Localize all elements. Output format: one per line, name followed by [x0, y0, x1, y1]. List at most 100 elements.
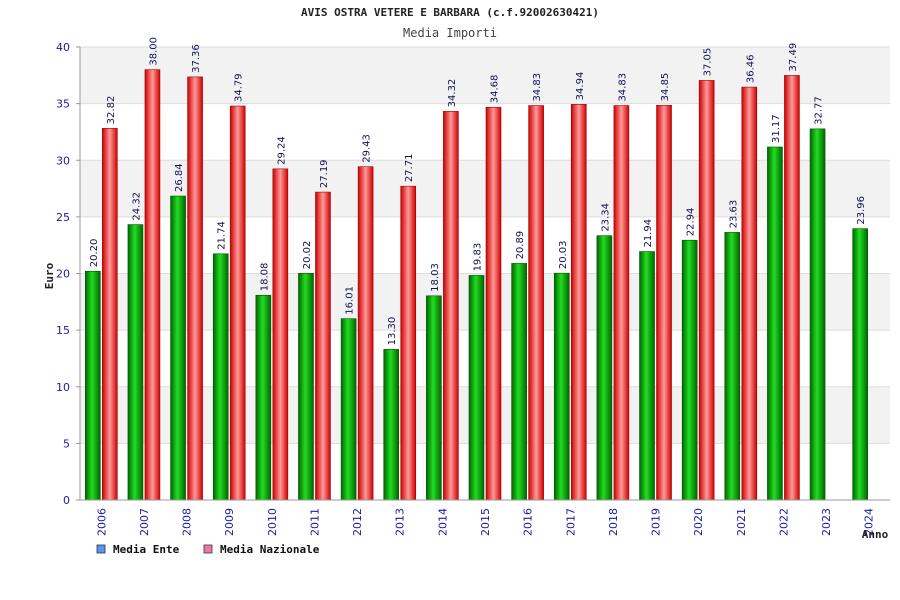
data-label: 19.83 [473, 243, 484, 272]
data-label: 38.00 [148, 37, 159, 66]
x-axis-ticks: 2006 2007 2008 2009 2010 2011 2012 2013 2014 2015… [95, 508, 875, 536]
bar-media-nazionale-2017 [570, 104, 587, 501]
data-label: 27.19 [319, 159, 330, 188]
bar-media-ente-2018 [596, 235, 613, 501]
y-tick-label: 5 [63, 437, 70, 450]
x-tick-label-2008: 2008 [181, 508, 194, 536]
data-label: 37.36 [191, 44, 202, 73]
chart-subtitle: Media Importi [403, 26, 497, 40]
bar-media-ente-2024 [852, 228, 868, 501]
data-label: 34.83 [532, 73, 543, 102]
bar-media-ente-2020 [681, 239, 698, 501]
bar-media-ente-2008 [170, 195, 186, 501]
data-label: 34.94 [575, 72, 586, 101]
bar-media-nazionale-2011 [315, 191, 331, 501]
x-tick-label-2011: 2011 [308, 508, 321, 536]
data-label: 23.63 [728, 200, 739, 229]
bar-media-nazionale-2016 [528, 105, 544, 501]
bar-media-ente-2010 [255, 294, 272, 501]
data-label: 26.84 [174, 163, 185, 192]
bar-media-nazionale-2021 [741, 86, 758, 501]
bar-media-ente-2022 [767, 146, 783, 501]
legend-swatch-media-nazionale [203, 544, 213, 554]
bar-media-nazionale-2007 [144, 69, 161, 501]
bar-media-nazionale-2006 [102, 128, 118, 501]
bar-media-nazionale-2008 [187, 76, 203, 501]
x-tick-label-2024: 2024 [863, 508, 876, 536]
y-tick-label: 15 [56, 324, 70, 337]
x-tick-label-2016: 2016 [522, 508, 535, 536]
x-tick-label-2017: 2017 [564, 508, 577, 536]
bar-media-nazionale-2013 [400, 185, 417, 501]
data-label: 37.05 [703, 48, 714, 77]
data-label: 22.94 [686, 208, 697, 237]
bar-media-nazionale-2014 [443, 111, 459, 501]
bar-media-ente-2014 [426, 295, 442, 501]
data-label: 34.83 [617, 73, 628, 102]
bar-media-ente-2012 [340, 318, 357, 501]
data-label: 32.77 [814, 96, 825, 125]
bar-media-ente-2015 [468, 275, 485, 501]
x-tick-label-2019: 2019 [650, 508, 663, 536]
bar-media-ente-2019 [639, 251, 655, 501]
x-tick-label-2015: 2015 [479, 508, 492, 536]
legend-swatch-media-ente [96, 544, 106, 554]
y-axis-label: Euro [43, 262, 56, 289]
data-label: 18.08 [259, 263, 270, 292]
bar-media-ente-2006 [85, 270, 101, 501]
bar-media-nazionale-2022 [784, 75, 800, 501]
x-tick-label-2020: 2020 [692, 508, 705, 536]
x-tick-label-2007: 2007 [138, 508, 151, 536]
data-label: 16.01 [345, 286, 356, 315]
bar-media-ente-2017 [553, 272, 570, 501]
bar-media-nazionale-2009 [229, 105, 246, 501]
data-label: 20.03 [558, 241, 569, 270]
data-label: 36.46 [745, 54, 756, 83]
y-axis-ticks: 0 5 10 15 20 25 30 35 40 [56, 41, 80, 507]
y-tick-label: 10 [56, 381, 70, 394]
data-label: 29.24 [276, 136, 287, 165]
data-label: 34.32 [447, 79, 458, 108]
data-label: 34.68 [490, 75, 501, 104]
y-tick-label: 0 [63, 494, 70, 507]
bar-media-nazionale-2018 [613, 105, 630, 501]
x-tick-label-2022: 2022 [777, 508, 790, 536]
data-label: 20.02 [302, 241, 313, 270]
x-tick-label-2021: 2021 [735, 508, 748, 536]
y-tick-label: 25 [56, 211, 70, 224]
y-tick-label: 35 [56, 98, 70, 111]
legend-label-media-nazionale: Media Nazionale [220, 543, 320, 556]
data-label: 18.03 [430, 263, 441, 292]
data-label: 20.20 [89, 239, 100, 268]
x-tick-label-2014: 2014 [436, 508, 449, 536]
x-tick-label-2009: 2009 [223, 508, 236, 536]
data-label: 31.17 [771, 114, 782, 143]
data-label: 23.96 [856, 196, 867, 225]
bar-media-nazionale-2012 [357, 166, 374, 501]
x-axis-label: Anno [862, 528, 889, 541]
bar-media-ente-2021 [724, 232, 741, 501]
bar-media-nazionale-2019 [656, 105, 672, 501]
data-label: 23.34 [600, 203, 611, 232]
data-label: 37.49 [788, 43, 799, 72]
x-tick-label-2006: 2006 [95, 508, 108, 536]
data-label: 13.30 [387, 317, 398, 346]
bar-media-nazionale-2015 [485, 106, 502, 501]
y-tick-label: 40 [56, 41, 70, 54]
y-tick-label: 20 [56, 268, 70, 281]
bar-media-nazionale-2010 [272, 168, 289, 501]
bar-media-ente-2023 [809, 128, 826, 501]
bar-media-ente-2016 [511, 263, 527, 501]
legend: Media Ente Media Nazionale [96, 543, 320, 556]
data-label: 29.43 [362, 134, 373, 163]
legend-label-media-ente: Media Ente [113, 543, 180, 556]
data-label: 20.89 [515, 231, 526, 260]
x-tick-label-2023: 2023 [820, 508, 833, 536]
data-labels-group: 20.20 32.82 24.32 38.00 26.84 37.36 21.74 34.79… [89, 37, 867, 345]
data-label: 32.82 [106, 96, 117, 125]
bar-media-ente-2009 [212, 253, 229, 501]
data-label: 34.85 [660, 73, 671, 102]
data-label: 21.74 [217, 221, 228, 250]
x-tick-label-2013: 2013 [394, 508, 407, 536]
data-label: 24.32 [131, 192, 142, 221]
